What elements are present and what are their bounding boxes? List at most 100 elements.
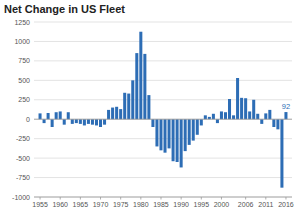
bar [172,119,175,161]
x-axis-line [34,197,292,198]
x-tick-label: 1965 [73,201,89,208]
grid-line [34,138,292,139]
x-tick [285,197,286,200]
x-tick [160,197,161,200]
bar [236,78,239,119]
x-tick-label: 1960 [52,201,68,208]
bar [75,119,78,123]
bar [87,119,90,124]
bar [159,119,162,150]
x-tick-label: 1980 [133,201,149,208]
bar [168,119,171,148]
x-tick-label: 2016 [278,201,294,208]
grid-line [34,80,292,81]
bar [139,32,142,120]
bar [272,119,275,127]
bar [79,119,82,124]
x-tick [181,197,182,200]
y-tick-label: -750 [16,174,30,181]
bar [180,119,183,167]
bar [212,114,215,119]
bar [143,54,146,119]
x-tick [120,197,121,200]
bar [244,98,247,119]
x-tick [265,197,266,200]
y-tick-label: 500 [18,77,30,84]
bar [256,114,259,119]
grid-line [34,177,292,178]
bar [39,113,42,119]
bar [71,119,74,124]
bar [248,111,251,119]
bar [123,93,126,119]
bar [264,113,267,119]
y-grid [34,22,292,197]
y-tick-label: -500 [16,155,30,162]
x-tick [40,197,41,200]
bar [147,95,150,119]
bar [228,99,231,119]
grid-line [34,60,292,61]
y-tick-label: -250 [16,135,30,142]
x-tick-label: 1955 [32,201,48,208]
bar [184,119,187,151]
bar [155,119,158,146]
x-tick [245,197,246,200]
x-tick-label: 1970 [93,201,109,208]
bar [131,80,134,119]
bar [224,112,227,119]
x-tick [100,197,101,200]
bar [188,119,191,145]
grid-line [34,119,292,120]
grid-line [34,158,292,159]
y-tick-label: -1000 [12,194,30,201]
chart: Net Change in US Fleet-1000-750-500-2500… [0,0,300,213]
bar [276,119,279,129]
y-tick-label: 250 [18,96,30,103]
bar [115,107,118,119]
bar [47,113,50,119]
bars [39,32,288,188]
bar [204,115,207,119]
x-tick [221,197,222,200]
bar [220,111,223,119]
bar [135,53,138,119]
x-tick [60,197,61,200]
x-tick [201,197,202,200]
x-tick-label: 1995 [194,201,210,208]
y-tick-labels: -1000-750-500-250025050075010001250 [12,19,30,201]
zero-line [34,119,292,120]
grid-line [34,22,292,23]
x-tick-label: 1990 [173,201,189,208]
x-tick-label: 1985 [153,201,169,208]
x-tick-label: 1975 [113,201,129,208]
bar [107,110,110,119]
bar [252,100,255,119]
x-tick [80,197,81,200]
x-tick-labels: 1955196019651970197519801985199019952000… [32,197,294,208]
bar [284,112,287,119]
bar [260,119,263,124]
bar [111,108,114,120]
bar [51,119,54,127]
bar [196,119,199,135]
bar [99,119,102,127]
bar [176,119,179,162]
bar [200,119,203,125]
bar [95,119,98,125]
bar [151,119,154,127]
bar [63,119,66,124]
bar [91,119,94,124]
bar [43,119,46,123]
bar [103,119,106,124]
x-tick-label: 2006 [238,201,254,208]
bar [55,112,58,119]
bar [67,112,70,119]
bar [216,119,219,123]
y-tick-label: 750 [18,57,30,64]
bar [268,110,271,119]
bar [83,119,86,125]
y-tick-label: 1000 [14,38,30,45]
x-tick [140,197,141,200]
bar [192,119,195,140]
